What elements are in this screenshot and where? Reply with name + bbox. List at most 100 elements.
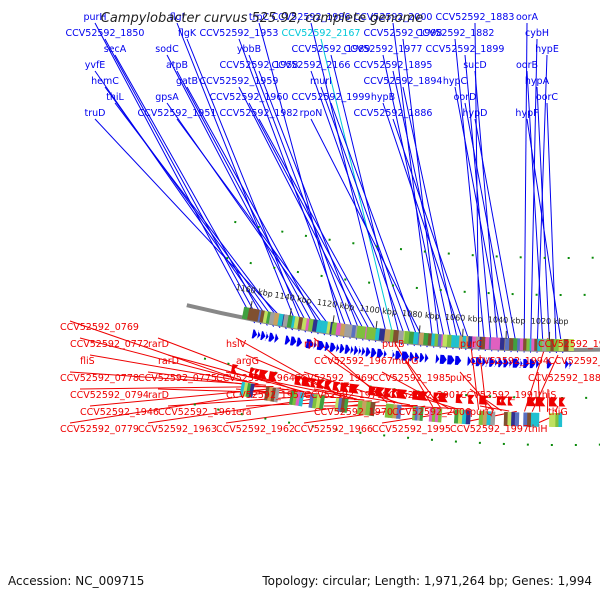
reverse-gene-label: thiG — [548, 407, 568, 418]
forward-gene-label: murI — [310, 76, 332, 87]
feature-block-outer-7 — [411, 406, 424, 422]
forward-gene-label: oorD — [454, 92, 477, 103]
reverse-gene-label: fliS — [80, 356, 95, 367]
reverse-gene-label: purQ — [470, 407, 493, 418]
forward-callout-line — [523, 22, 528, 353]
reverse-gene-label: CCV52592_1888 — [548, 356, 600, 367]
forward-gene-13 — [329, 342, 336, 352]
forward-gene-label: CCV52592_1882 — [416, 28, 495, 39]
forward-callout-line — [248, 102, 377, 343]
reverse-gene-label: CCV52592_2001 — [382, 390, 461, 401]
forward-gene-49 — [529, 359, 536, 369]
reverse-gene-7 — [310, 378, 318, 388]
reverse-gene-label: CCV52592_1946 — [80, 407, 159, 418]
forward-gene-17 — [349, 345, 354, 355]
reverse-gene-label: CCV52592_1995 — [372, 424, 451, 435]
forward-gene-0 — [251, 329, 258, 339]
reverse-gene-29 — [535, 397, 546, 407]
forward-gene-28 — [409, 352, 415, 362]
reverse-gene-label: hslV — [226, 339, 247, 350]
forward-gene-47 — [519, 358, 523, 368]
reverse-gene-label: CCV52592_0772 — [70, 339, 149, 350]
forward-gene-5 — [274, 333, 279, 343]
forward-gene-label: CCV52592_1951 — [138, 108, 217, 119]
forward-callout-line — [310, 22, 390, 344]
forward-callout-line — [248, 54, 358, 340]
forward-gene-label: CCV52592_1850 — [66, 28, 145, 39]
forward-gene-1 — [256, 330, 261, 340]
reverse-gene-label: CCV52592_1969 — [294, 373, 373, 384]
forward-gene-36 — [467, 356, 472, 366]
feature-block-inner-4 — [293, 316, 312, 331]
forward-gene-43 — [498, 358, 503, 368]
reverse-gene-5 — [294, 375, 303, 386]
forward-gene-label: CCV52592_1999 — [292, 92, 371, 103]
topology-text: Topology: circular; Length: 1,971,264 bp… — [261, 574, 592, 588]
forward-gene-label: hypB — [371, 92, 395, 103]
forward-gene-24 — [383, 349, 387, 359]
forward-callout-line — [310, 118, 428, 348]
forward-gene-23 — [376, 348, 384, 358]
forward-gene-label: sucD — [463, 60, 487, 71]
tick-label: 1100 kbp — [359, 304, 397, 317]
forward-gene-45 — [508, 358, 513, 368]
forward-gene-label: CCV52592_1899 — [426, 44, 505, 55]
forward-callout-line — [392, 22, 435, 348]
forward-gene-40 — [485, 357, 489, 367]
forward-gene-label: CCV52592_2000 — [354, 12, 433, 23]
forward-gene-14 — [335, 343, 340, 353]
feature-block-outer-1 — [263, 386, 280, 403]
reverse-gene-12 — [348, 383, 360, 394]
forward-gene-label: oorC — [536, 92, 559, 103]
reverse-callout-line — [79, 337, 252, 383]
reverse-callout-line — [479, 405, 510, 412]
reverse-gene-8 — [316, 379, 325, 390]
forward-callout-line — [320, 38, 396, 345]
forward-callout-line — [258, 118, 383, 343]
tick-group: 1160 kbp 1140 kbp 1120 kbp 1100 kbp 1080 kbp… — [235, 283, 569, 340]
forward-gene-48 — [523, 358, 530, 369]
forward-gene-label: hypA — [525, 76, 550, 87]
forward-gene-label: CCV52592_1959 — [200, 76, 279, 87]
forward-gene-8 — [296, 337, 303, 347]
reverse-callout-line — [391, 337, 434, 408]
forward-gene-27 — [401, 351, 410, 361]
reverse-gene-28 — [527, 397, 537, 407]
forward-gene-18 — [353, 345, 359, 355]
reverse-gene-1 — [248, 367, 256, 378]
reverse-gene-21 — [438, 392, 449, 403]
reverse-gene-30 — [549, 397, 558, 407]
forward-callout-line — [382, 102, 467, 351]
forward-gene-22 — [370, 348, 377, 358]
reverse-gene-label: purC — [460, 339, 483, 350]
forward-gene-label: oorA — [516, 12, 539, 23]
map-title: Campylobacter curvus 525.92, complete ge… — [101, 11, 423, 26]
reverse-gene-label: CCV52592_0775 — [138, 373, 217, 384]
reverse-gene-label: CCV52592_1963 — [138, 424, 217, 435]
reverse-gene-label: CCV52592_1985 — [372, 373, 451, 384]
forward-gene-label: gpsA — [155, 92, 179, 103]
forward-gene-label: CCV52592_2167 — [282, 28, 361, 39]
forward-gene-label: gatB — [176, 76, 198, 87]
reverse-callout-line — [469, 337, 480, 410]
forward-gene-7 — [290, 336, 297, 346]
forward-callout-line — [454, 38, 486, 352]
tick-mark — [418, 325, 421, 334]
reverse-gene-label: rarD — [148, 339, 169, 350]
feature-block-inner-25 — [553, 338, 574, 352]
forward-callout-line — [114, 102, 287, 330]
reverse-gene-label: era — [236, 407, 252, 418]
forward-gene-39 — [482, 357, 486, 367]
forward-callout-line — [536, 86, 551, 353]
reverse-gene-label: CCV52592_1991 — [460, 390, 539, 401]
reverse-gene-26 — [501, 396, 507, 406]
forward-callout-line — [530, 38, 538, 353]
reverse-gene-label: CCV52592_1966 — [294, 424, 373, 435]
reverse-gene-label: CCV52592_1961 — [158, 407, 237, 418]
forward-callout-line — [536, 54, 548, 353]
forward-gene-label: atpB — [166, 60, 188, 71]
reverse-gene-14 — [375, 386, 385, 397]
reverse-gene-label: rarD — [158, 356, 179, 367]
forward-callout-line — [464, 102, 512, 353]
